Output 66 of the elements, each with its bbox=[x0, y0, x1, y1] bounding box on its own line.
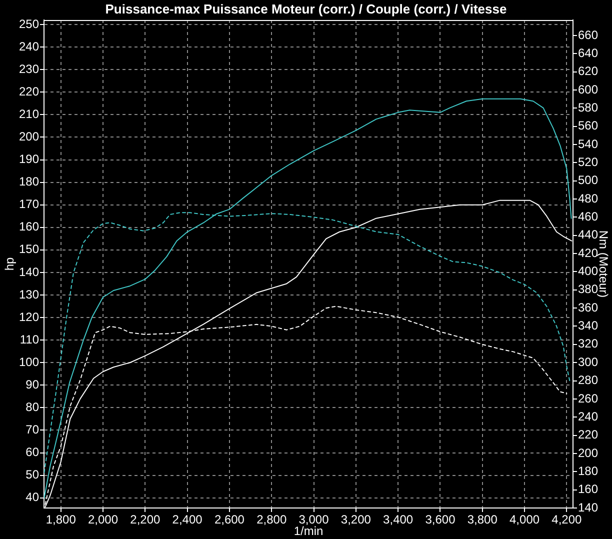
x-tick-label: 2,400 bbox=[172, 512, 203, 527]
y-tick-label: 80 bbox=[26, 400, 40, 414]
y-tick-label: 150 bbox=[18, 242, 40, 256]
y2-tick-label: 540 bbox=[578, 136, 598, 151]
y-tick-label: 90 bbox=[26, 377, 40, 392]
y2-tick-label: 600 bbox=[578, 82, 598, 96]
y-tick-label: 60 bbox=[26, 445, 40, 460]
y2-tick-label: 160 bbox=[578, 482, 598, 496]
y2-tick-label: 340 bbox=[578, 318, 598, 333]
y2-tick-label: 240 bbox=[578, 409, 598, 424]
y2-tick-label: 640 bbox=[578, 46, 598, 60]
y2-tick-label: 440 bbox=[578, 228, 598, 242]
y-tick-label: 140 bbox=[18, 264, 40, 279]
y2-tick-label: 460 bbox=[578, 210, 598, 224]
y2-tick-label: 660 bbox=[578, 28, 598, 42]
x-tick-label: 4,200 bbox=[552, 512, 582, 527]
y-tick-label: 200 bbox=[18, 130, 40, 144]
y2-tick-label: 580 bbox=[578, 100, 598, 114]
y2-axis-title: Nm (Moteur) bbox=[596, 230, 610, 298]
y-tick-label: 220 bbox=[18, 84, 40, 98]
y2-tick-label: 280 bbox=[578, 373, 598, 388]
x-tick-label: 2,800 bbox=[256, 512, 287, 527]
y-tick-label: 100 bbox=[18, 354, 40, 369]
y-tick-label: 210 bbox=[18, 106, 40, 121]
x-tick-label: 2,000 bbox=[88, 512, 118, 527]
y2-tick-label: 220 bbox=[578, 428, 598, 442]
x-tick-label: 3,200 bbox=[340, 512, 372, 527]
y2-tick-label: 480 bbox=[578, 191, 598, 206]
y2-tick-label: 260 bbox=[578, 391, 598, 406]
x-tick-label: 3,600 bbox=[425, 512, 456, 527]
y-tick-label: 250 bbox=[18, 16, 40, 31]
y-tick-label: 170 bbox=[18, 197, 40, 212]
y2-tick-label: 360 bbox=[578, 300, 598, 314]
y-tick-label: 230 bbox=[18, 62, 40, 76]
y-tick-label: 190 bbox=[18, 152, 40, 166]
y2-tick-label: 380 bbox=[578, 282, 598, 296]
y2-tick-label: 140 bbox=[578, 500, 598, 514]
y-tick-label: 160 bbox=[18, 220, 40, 234]
y-tick-label: 110 bbox=[20, 332, 40, 346]
x-tick-label: 2,200 bbox=[130, 512, 161, 527]
x-tick-label: 3,000 bbox=[298, 512, 330, 527]
y-tick-label: 40 bbox=[26, 490, 40, 504]
y2-tick-label: 420 bbox=[578, 246, 598, 260]
y2-tick-label: 560 bbox=[578, 118, 598, 133]
y-tick-label: 130 bbox=[18, 287, 40, 302]
y2-tick-label: 400 bbox=[578, 264, 598, 278]
y-tick-label: 180 bbox=[18, 174, 40, 189]
y2-tick-label: 180 bbox=[578, 464, 598, 478]
y-tick-label: 240 bbox=[18, 39, 40, 54]
y2-tick-label: 520 bbox=[578, 154, 598, 169]
y-tick-label: 120 bbox=[18, 310, 40, 324]
y2-tick-label: 500 bbox=[578, 173, 598, 188]
x-tick-label: 3,800 bbox=[467, 512, 498, 527]
x-tick-label: 4,000 bbox=[510, 512, 540, 527]
x-axis-title: 1/min bbox=[294, 524, 324, 538]
y2-tick-label: 620 bbox=[578, 64, 598, 78]
chart-title: Puissance-max Puissance Moteur (corr.) / Couple (corr.) / Vitesse bbox=[105, 1, 507, 16]
y-tick-label: 50 bbox=[26, 468, 40, 482]
x-tick-label: 3,400 bbox=[383, 512, 414, 527]
y2-tick-label: 200 bbox=[578, 446, 598, 460]
y2-tick-label: 300 bbox=[578, 354, 598, 369]
y2-tick-label: 320 bbox=[578, 336, 598, 351]
x-tick-label: 2,600 bbox=[214, 512, 245, 527]
y-axis-title: hp bbox=[2, 257, 17, 271]
x-tick-label: 1,800 bbox=[46, 512, 76, 527]
y-tick-label: 70 bbox=[26, 422, 40, 437]
